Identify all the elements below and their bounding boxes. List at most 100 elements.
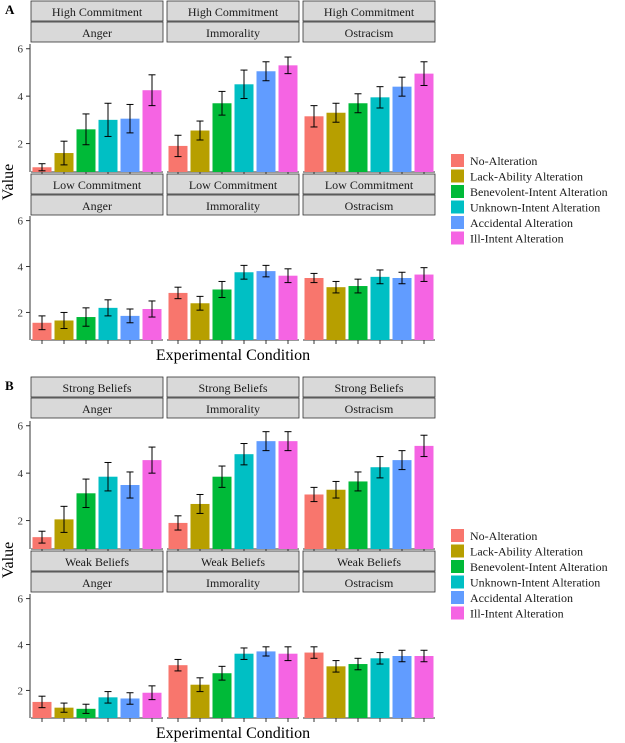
facet-strip-inner (30, 397, 164, 419)
bar (326, 489, 346, 549)
legend-label: Benevolent-Intent Alteration (470, 185, 608, 199)
bar (414, 274, 434, 340)
y-tick-label: 2 (18, 685, 24, 697)
y-tick-label: 4 (18, 640, 24, 652)
y-tick-label: 6 (18, 216, 24, 228)
bar (234, 454, 254, 549)
facet-strip-inner-label: Immorality (206, 26, 260, 40)
bar (348, 664, 368, 718)
y-axis-title-a: Value (0, 164, 17, 200)
facet-strip-outer (30, 550, 164, 572)
bar (278, 653, 298, 718)
facet-strip-outer-label: Weak Beliefs (337, 555, 401, 569)
bar (326, 287, 346, 340)
bar (190, 503, 210, 549)
facet-strip-inner (302, 397, 436, 419)
bar (326, 112, 346, 172)
bar (98, 307, 118, 340)
y-tick-label: 2 (18, 516, 24, 528)
legend-swatch (451, 216, 464, 229)
bar (76, 317, 96, 340)
bar (304, 278, 324, 340)
bar (212, 289, 232, 340)
facet-strip-outer (166, 376, 300, 398)
bar (142, 309, 162, 340)
bar (168, 522, 188, 549)
facet-strip-outer-label: Weak Beliefs (65, 555, 129, 569)
facet-strip-outer-label: Strong Beliefs (63, 381, 132, 395)
bar (256, 71, 276, 172)
bar (76, 129, 96, 172)
bar (256, 651, 276, 718)
facet-strip-outer (30, 173, 164, 195)
facet-strip-inner (166, 194, 300, 216)
facet-strip-outer (302, 173, 436, 195)
facet-strip-outer-label: High Commitment (52, 5, 143, 19)
bar (304, 116, 324, 172)
bar (54, 320, 74, 340)
facet-strip-inner (166, 21, 300, 43)
facet-strip-inner (166, 571, 300, 593)
bar (414, 445, 434, 549)
bar (256, 271, 276, 340)
facet-strip-inner (30, 194, 164, 216)
y-tick-label: 6 (18, 421, 24, 433)
legend-swatch (451, 231, 464, 245)
bar (392, 86, 412, 172)
facet-strip-inner (302, 571, 436, 593)
facet-strip-outer (302, 0, 436, 22)
bar (234, 84, 254, 172)
legend-label: Benevolent-Intent Alteration (470, 560, 608, 574)
facet-strip-outer-label: Weak Beliefs (201, 555, 265, 569)
facet-strip-outer (302, 376, 436, 398)
legend-swatch (451, 169, 464, 183)
bar (98, 476, 118, 549)
legend-swatch (451, 591, 464, 604)
legend-swatch (451, 529, 464, 542)
bar (304, 652, 324, 718)
facet-strip-outer-label: High Commitment (324, 5, 415, 19)
y-tick-label: 6 (18, 594, 24, 606)
bar (348, 103, 368, 172)
facet-strip-inner-label: Ostracism (345, 26, 394, 40)
bar (370, 467, 390, 549)
legend-swatch (451, 606, 464, 620)
facet-strip-inner-label: Ostracism (345, 576, 394, 590)
legend-label: Lack-Ability Alteration (470, 170, 583, 184)
y-tick-label: 4 (18, 262, 24, 274)
legend-label: Lack-Ability Alteration (470, 545, 583, 559)
y-tick-label: 4 (18, 91, 24, 103)
y-tick-label: 2 (18, 307, 24, 319)
bar (32, 701, 52, 718)
facet-strip-inner (166, 397, 300, 419)
bar (234, 272, 254, 340)
chart-layer: 2 4 6 High Commitment Anger High Commitment Im… (18, 0, 436, 722)
legend-label: No-Alteration (470, 529, 537, 543)
facet-strip-inner-label: Immorality (206, 576, 260, 590)
bar (168, 665, 188, 718)
bar (190, 303, 210, 340)
facet-strip-inner (302, 194, 436, 216)
facet-strip-outer-label: Strong Beliefs (335, 381, 404, 395)
bar (234, 653, 254, 718)
legend-swatch (451, 200, 464, 214)
facet-strip-inner-label: Anger (82, 402, 112, 416)
bar (190, 130, 210, 172)
facet-strip-inner-label: Ostracism (345, 402, 394, 416)
bar (54, 707, 74, 718)
bar (32, 322, 52, 340)
facet-strip-outer (166, 173, 300, 195)
panel-letter-b: B (5, 378, 14, 393)
facet-strip-inner-label: Immorality (206, 199, 260, 213)
facet-strip-inner-label: Anger (82, 199, 112, 213)
bar (278, 275, 298, 340)
bar (212, 476, 232, 549)
facet-strip-outer-label: Low Commitment (189, 178, 278, 192)
legend-label: Ill-Intent Alteration (470, 607, 564, 621)
y-axis-title-b: Value (0, 542, 17, 578)
bar (168, 292, 188, 340)
bar (348, 286, 368, 340)
legend-swatch (451, 544, 464, 558)
